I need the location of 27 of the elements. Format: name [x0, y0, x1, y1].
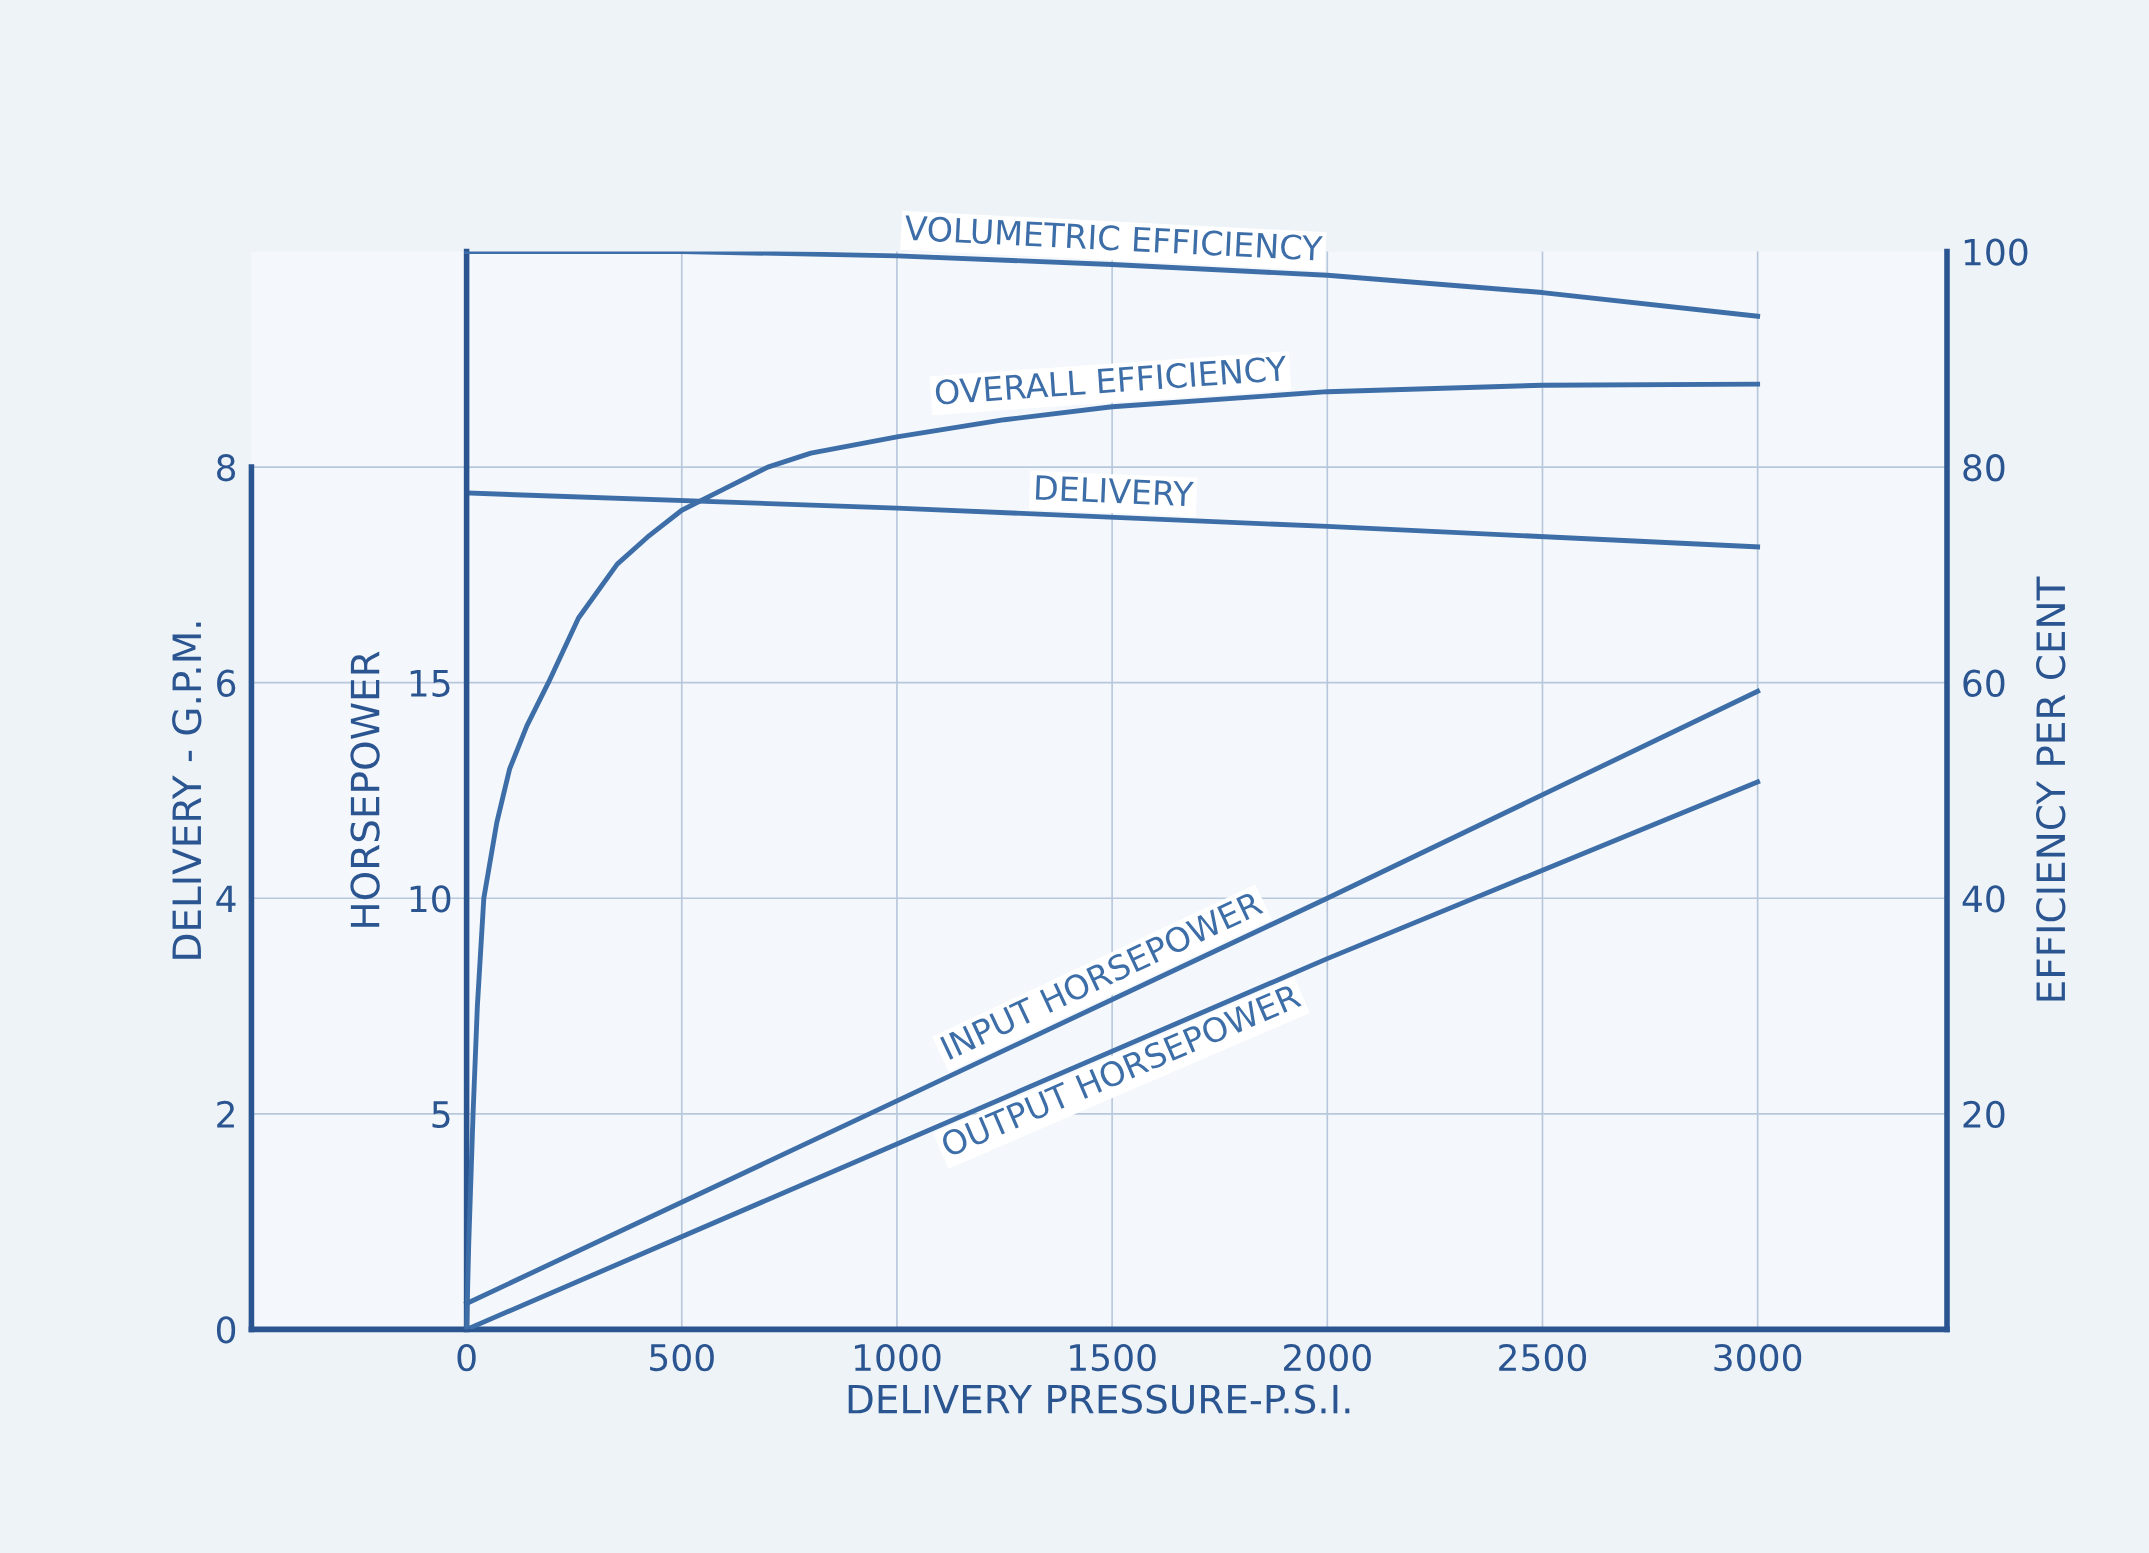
y3-tick-label: 80 — [1963, 454, 2005, 482]
y-tick-label: 6 — [217, 669, 236, 697]
x-tick-label: 500 — [650, 1343, 714, 1372]
x-tick-label: 2500 — [1499, 1343, 1587, 1372]
x-tick-label: 1500 — [1070, 1343, 1156, 1372]
x-tick-label: 2000 — [1283, 1343, 1371, 1372]
y-tick-label: 2 — [217, 1100, 234, 1128]
y2-tick-label: 5 — [432, 1101, 450, 1129]
x-tick-label: 3000 — [1714, 1343, 1802, 1372]
y3-axis-title: EFFICIENCY PER CENT — [2036, 576, 2066, 1001]
series-label: DELIVERY — [1035, 475, 1194, 507]
x-axis-title: DELIVERY PRESSURE-P.S.I. — [848, 1384, 1350, 1414]
y3-tick-label: 100 — [1964, 238, 2028, 266]
x-tick-label: 0 — [457, 1343, 476, 1372]
series-label: OVERALL EFFICIENCY — [935, 355, 1288, 406]
x-tick-label: 1000 — [854, 1343, 941, 1372]
series-label: VOLUMETRIC EFFICIENCY — [904, 214, 1323, 262]
y2-tick-label: 15 — [410, 670, 450, 697]
y3-tick-label: 20 — [1963, 1100, 2005, 1129]
y3-tick-label: 40 — [1962, 885, 2005, 913]
y-tick-label: 4 — [216, 885, 236, 912]
y3-tick-label: 60 — [1963, 669, 2005, 697]
y-axis-title: DELIVERY - G.P.M. — [172, 622, 202, 959]
y2-tick-label: 10 — [410, 885, 451, 913]
y2-axis-title: HORSEPOWER — [350, 651, 380, 927]
y-tick-label: 0 — [216, 1316, 236, 1344]
y-tick-label: 8 — [217, 454, 236, 482]
